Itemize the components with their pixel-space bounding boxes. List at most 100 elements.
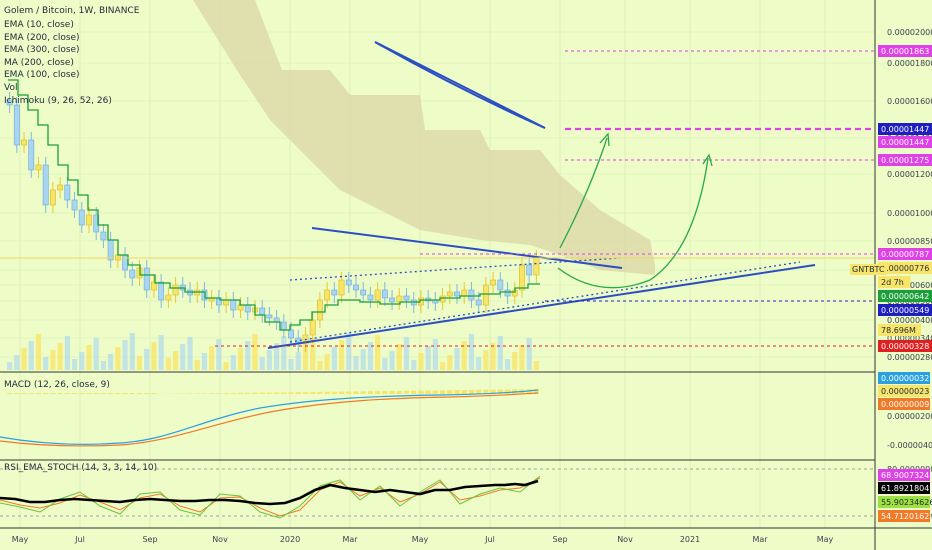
price-tick: 0.00001600 [887,97,932,106]
macd-bar [266,392,272,394]
candle [338,279,345,296]
macd-bar [504,389,511,394]
candle [526,264,533,276]
macd-tag: 0.00000032 [878,372,930,384]
time-tick: May [412,535,429,544]
volume-bar [483,350,489,370]
macd-tag: 0.00000023 [878,385,930,397]
candle [324,289,331,301]
volume-bar [504,359,511,370]
price-tag-label: 0.00000328 [881,342,929,351]
volume-bar [71,359,78,370]
projection-arrowhead-curve [702,153,713,167]
ema-green-line [8,79,540,331]
macd-bar [454,390,460,394]
price-tick: 0.00000850 [887,237,932,246]
volume-bar [425,346,431,370]
volume-bar [497,336,503,370]
macd-bar [201,393,208,394]
macd-bar [432,390,438,394]
indicator-list: EMA (10, close) EMA (200, close) EMA (300,… [4,19,112,107]
volume-bar [201,353,208,370]
volume-bar [64,336,70,370]
price-tag-label: 0.00001447 [881,125,929,134]
macd-tick: 0.00000200 [887,412,932,421]
volume-bar [129,333,135,370]
volume-bar [50,350,56,370]
candle [374,289,381,301]
candle [403,295,410,301]
time-tick: Mar [342,535,358,544]
candle [439,295,446,303]
volume-bar [519,345,525,370]
time-tick: Sep [552,535,567,544]
volume-bar [360,349,366,370]
indicator-item[interactable]: Vol [4,82,18,93]
volume-bar [144,349,150,370]
price-tick: 0.00002000 [887,28,932,37]
volume-bar [86,345,92,370]
price-tag-label: 0.00001275 [881,156,929,165]
macd-bar [353,391,359,394]
volume-bar [122,340,128,370]
volume-bar [252,334,258,370]
ichimoku-cloud [193,0,655,275]
candle [454,291,460,297]
time-axis-ticks: May Jul Sep Nov 2020 Mar May Jul Sep Nov 2021 Mar Ma… [12,535,834,544]
volume-bar [57,343,63,370]
price-tag: 0.00001447 [878,123,932,135]
candle [42,164,49,206]
volume-bar [7,362,13,370]
volume-bar [476,357,482,370]
macd-bar [64,393,70,394]
volume-bar [237,348,244,370]
volume-bar [396,344,402,370]
volume-bar [43,357,49,370]
volume-bar [324,354,330,370]
volume-bar [21,348,27,370]
dotted-channel-upper [289,257,621,281]
rsi-title: RSI_EMA_STOCH (14, 3, 3, 14, 10) [4,463,158,473]
macd-bar [310,391,316,394]
indicator-item[interactable]: EMA (10, close) [4,20,74,30]
price-tag: 0.00001447 [878,136,932,148]
indicator-item[interactable]: Ichimoku (9, 26, 52, 26) [4,95,112,106]
candle [35,164,42,171]
indicator-item[interactable]: EMA (100, close) [4,70,80,81]
volume-bar [454,348,460,370]
candle [331,289,338,296]
macd-bar [389,390,395,394]
volume-bar [115,347,121,370]
indicator-item[interactable]: EMA (300, close) [4,45,80,56]
candle [309,319,316,336]
volume-bar [411,360,417,370]
volume-bar [136,356,143,370]
price-tick: 0.00000280 [887,353,932,362]
price-tag-label: 78.696M [881,326,916,335]
candle [316,299,323,321]
price-tick: 0.00001000 [887,209,932,218]
candle [475,299,482,306]
candle [223,299,230,306]
volume-bar [490,343,496,370]
indicator-item[interactable]: EMA (200, close) [4,32,80,43]
macd-bar [360,391,366,394]
volume-bar [274,343,280,370]
price-tag: 2d 7h [878,276,911,288]
indicator-item[interactable]: MA (200, close) [4,57,74,68]
macd-bar [86,393,92,394]
macd-bar [14,393,20,394]
price-tag: 0.00001275 [878,154,932,166]
macd-bar [122,393,128,394]
time-tick: 2020 [280,535,300,544]
volume-bar [79,352,85,370]
macd-bar [57,393,63,394]
rsi-tag: 61.89218049 [878,482,932,494]
macd-bar [483,389,489,394]
candle [107,239,114,261]
macd-tag-label: 0.00000032 [881,374,929,383]
volume-bar [389,351,395,370]
macd-tag: 0.00000009 [878,398,930,410]
volume-bar [165,358,171,370]
price-tag-label: 0.00001447 [881,138,929,147]
